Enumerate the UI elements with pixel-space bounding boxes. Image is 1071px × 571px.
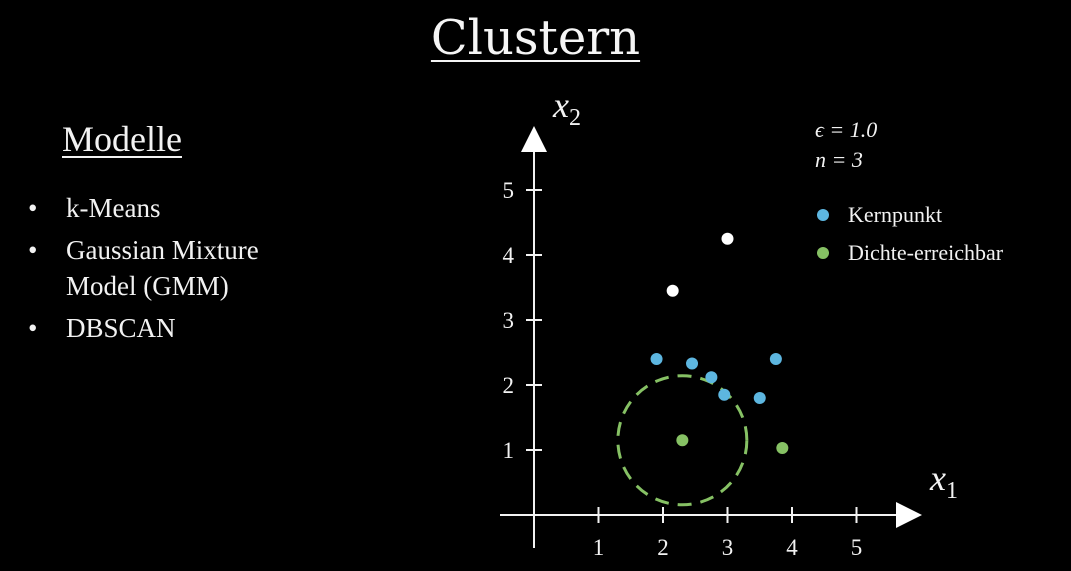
x-tick-label: 3 — [722, 535, 734, 560]
data-point — [666, 284, 679, 297]
data-point — [686, 357, 699, 370]
bullet-icon: • — [28, 235, 38, 265]
chart-axes — [500, 126, 922, 548]
models-heading: Modelle — [62, 119, 182, 159]
chart-marks — [616, 232, 789, 507]
data-point — [776, 442, 789, 455]
list-item-label: k-Means — [66, 193, 161, 223]
epsilon-circle — [616, 374, 749, 507]
chart-legend: ϵ = 1.0 n = 3 Kernpunkt Dichte-erreichbar — [815, 117, 1004, 265]
list-item-label: Gaussian Mixture Model (GMM) — [66, 235, 259, 301]
bullet-icon: • — [28, 313, 38, 343]
legend-marker — [817, 247, 829, 259]
list-item-label: DBSCAN — [66, 313, 176, 343]
y-tick-label: 2 — [503, 373, 515, 398]
chart-ticks: 1 2 3 4 5 1 2 3 4 5 — [503, 178, 863, 560]
legend-marker — [817, 209, 829, 221]
list-item: • Gaussian Mixture Model (GMM) — [28, 232, 348, 304]
x-tick-label: 2 — [657, 535, 669, 560]
y-axis-label: x2 — [552, 85, 581, 131]
data-point — [718, 388, 731, 401]
chart-labels: x1 x2 — [552, 85, 958, 504]
bullet-icon: • — [28, 193, 38, 223]
data-point — [769, 353, 782, 365]
legend-label: Kernpunkt — [848, 202, 942, 227]
y-tick-label: 3 — [503, 308, 515, 333]
list-item: • k-Means — [28, 190, 348, 226]
epsilon-param: ϵ = 1.0 — [815, 117, 877, 142]
data-point — [705, 371, 718, 384]
list-item: • DBSCAN — [28, 310, 348, 346]
y-tick-label: 1 — [503, 438, 515, 463]
data-point — [721, 232, 734, 245]
data-point — [753, 392, 766, 404]
x-tick-label: 1 — [593, 535, 605, 560]
y-axis-arrow-icon — [521, 126, 547, 152]
x-tick-label: 5 — [851, 535, 863, 560]
x-tick-label: 4 — [786, 535, 798, 560]
models-list: • k-Means • Gaussian Mixture Model (GMM) •… — [28, 190, 348, 352]
x-axis-label: x1 — [929, 458, 958, 504]
legend-label: Dichte-erreichbar — [848, 240, 1004, 265]
y-tick-label: 4 — [503, 243, 515, 268]
data-point — [676, 434, 689, 447]
n-param: n = 3 — [815, 147, 863, 172]
page-title: Clustern — [430, 10, 641, 66]
data-point — [650, 353, 663, 365]
x-axis-arrow-icon — [896, 502, 922, 528]
y-tick-label: 5 — [503, 178, 515, 203]
